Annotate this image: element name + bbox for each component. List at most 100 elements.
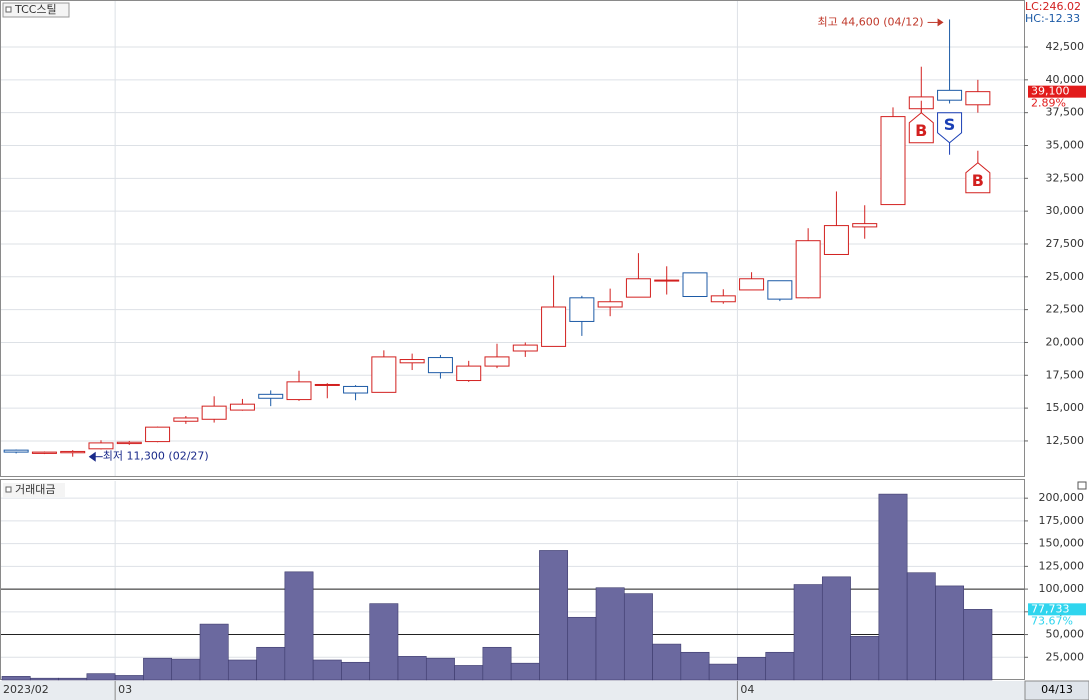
- signal-label: S: [944, 115, 956, 134]
- y-tick-label: 150,000: [1039, 537, 1085, 550]
- change-label: 2.89%: [1031, 97, 1066, 110]
- y-tick-label: 200,000: [1039, 491, 1085, 504]
- candle-body: [173, 417, 199, 422]
- volume-bar: [425, 657, 455, 681]
- y-tick-label: 27,500: [1046, 237, 1085, 250]
- candle-body: [823, 225, 849, 255]
- candle-body: [512, 344, 538, 352]
- candle-body: [229, 403, 255, 411]
- annotation: 최고 44,600 (04/12): [818, 15, 924, 28]
- pane-icon: [5, 486, 12, 493]
- last-value-box: [1028, 603, 1086, 616]
- price-pane: [0, 0, 1025, 477]
- candle-body: [88, 442, 114, 450]
- signal-label: B: [915, 121, 927, 140]
- last-price-box: [1028, 85, 1086, 98]
- date-box: [1024, 680, 1089, 700]
- volume-bar: [312, 659, 342, 681]
- volume-bar: [199, 623, 229, 681]
- annotation-arrowhead: [937, 18, 944, 27]
- volume-bar: [963, 609, 993, 681]
- candle-body: [541, 306, 567, 347]
- candle-body: [31, 451, 57, 454]
- candle-body: [739, 278, 765, 291]
- annotation: 최저 11,300 (02/27): [103, 450, 209, 463]
- volume-bar: [906, 572, 936, 681]
- y-tick-label: 15,000: [1046, 401, 1085, 414]
- y-tick-label: 125,000: [1039, 559, 1085, 572]
- volume-bar: [623, 593, 653, 681]
- candle-body: [371, 356, 397, 393]
- change-label: 73.67%: [1031, 614, 1073, 627]
- indicator-label: HC:-12.33: [1025, 12, 1080, 25]
- candle-body: [201, 405, 227, 420]
- candle-body: [60, 450, 86, 454]
- candle-body: [767, 280, 793, 300]
- volume-bar: [341, 661, 371, 681]
- y-tick-label: 42,500: [1046, 40, 1085, 53]
- volume-bar: [652, 643, 682, 681]
- candle-body: [314, 383, 340, 386]
- volume-bar: [765, 651, 795, 681]
- signal-marker: [908, 112, 934, 144]
- volume-bar: [114, 675, 144, 681]
- candle-body: [3, 449, 29, 453]
- signal-label: B: [972, 171, 984, 190]
- candle-body: [965, 91, 991, 106]
- candle-body: [795, 240, 821, 299]
- volume-bar: [595, 587, 625, 681]
- x-tick-label: 03: [118, 683, 132, 696]
- pane-title-box: [2, 2, 70, 18]
- candle-body: [625, 278, 651, 298]
- date-label: 04/13: [1041, 683, 1073, 696]
- volume-bar: [482, 646, 512, 681]
- volume-bar: [369, 603, 399, 681]
- candle-body: [145, 426, 171, 443]
- annotation-arrowhead: [88, 451, 96, 462]
- volume-bar: [539, 550, 569, 681]
- candle-body: [258, 393, 284, 399]
- signal-marker: [937, 112, 963, 144]
- y-tick-label: 100,000: [1039, 582, 1085, 595]
- candle-body: [710, 295, 736, 303]
- y-tick-label: 22,500: [1046, 303, 1085, 316]
- x-tick-label: 2023/02: [3, 683, 49, 696]
- volume-bar: [454, 665, 484, 681]
- volume-bar: [284, 571, 314, 681]
- y-tick-label: 20,000: [1046, 335, 1085, 348]
- pane-icon: [5, 6, 12, 13]
- candle-body: [427, 357, 453, 374]
- candle-body: [456, 365, 482, 382]
- volume-bar: [29, 677, 59, 681]
- candle-body: [852, 223, 878, 228]
- volume-bar: [171, 658, 201, 681]
- y-tick-label: 25,000: [1046, 650, 1085, 663]
- volume-bar: [737, 656, 767, 681]
- candle-body: [484, 356, 510, 367]
- volume-bar: [878, 493, 908, 681]
- candle-body: [937, 89, 963, 101]
- x-axis-bar: [0, 681, 1089, 700]
- y-tick-label: 32,500: [1046, 171, 1085, 184]
- y-tick-label: 30,000: [1046, 204, 1085, 217]
- volume-bar: [143, 657, 173, 681]
- y-tick-label: 25,000: [1046, 270, 1085, 283]
- pane-title: 거래대금: [15, 483, 55, 496]
- y-tick-label: 50,000: [1046, 628, 1085, 641]
- volume-bar: [256, 646, 286, 681]
- volume-bar: [510, 662, 540, 681]
- volume-bar: [397, 656, 427, 681]
- y-tick-label: 12,500: [1046, 434, 1085, 447]
- y-tick-label: 17,500: [1046, 368, 1085, 381]
- signal-marker: [965, 162, 991, 194]
- volume-bar: [821, 576, 851, 681]
- volume-bar: [680, 651, 710, 681]
- indicator-label: LC:246.02: [1025, 0, 1081, 13]
- candle-body: [286, 381, 312, 401]
- pane-button[interactable]: [1077, 481, 1087, 490]
- volume-bar: [935, 585, 965, 681]
- candle-body: [399, 359, 425, 364]
- y-tick-label: 40,000: [1046, 73, 1085, 86]
- candle-body: [569, 297, 595, 322]
